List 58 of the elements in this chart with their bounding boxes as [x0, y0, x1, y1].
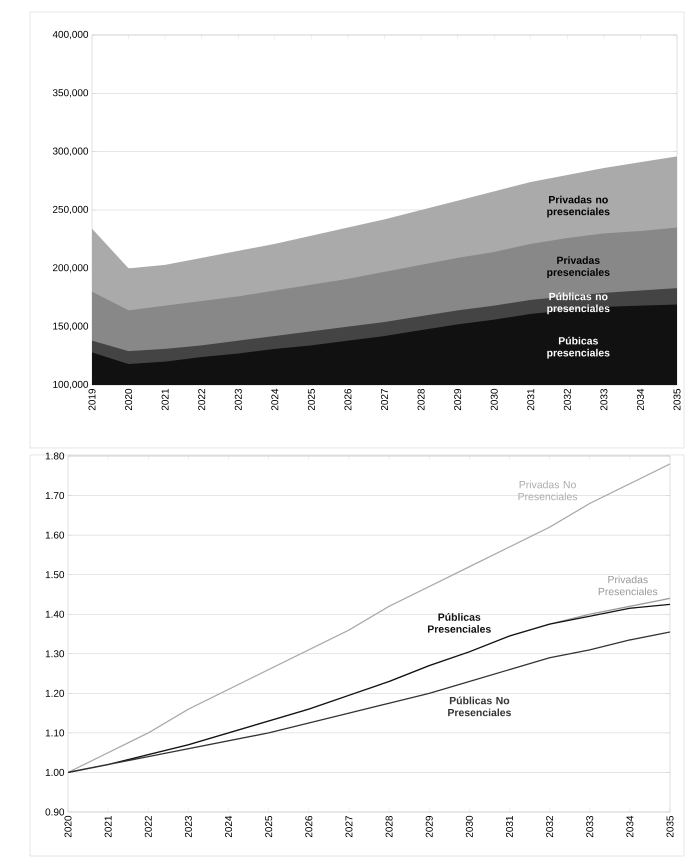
x-tick-label: 2031: [527, 388, 534, 410]
x-tick-label: 2020: [64, 816, 72, 838]
y-tick-label: 400,000: [52, 30, 88, 40]
y-tick-label: 1.30: [46, 650, 64, 658]
y-tick-label: 350,000: [52, 89, 88, 98]
x-tick-label: 2026: [305, 816, 312, 838]
x-tick-label: 2034: [636, 388, 644, 410]
x-tick-label: 2035: [666, 816, 674, 838]
y-tick-label: 1.60: [46, 532, 64, 539]
y-tick-label: 100,000: [53, 380, 88, 390]
x-tick-label: 2028: [418, 388, 425, 410]
x-tick-label: 2027: [380, 389, 388, 410]
x-tick-label: 2024: [225, 816, 232, 838]
y-tick-label: 1.80: [46, 452, 64, 460]
series-label: Privadas no presenciales: [547, 196, 610, 218]
series-label: Privadas Presenciales: [598, 576, 658, 596]
x-tick-label: 2019: [88, 388, 96, 410]
y-tick-label: 200,000: [52, 264, 88, 272]
series-label: Privadas presenciales: [547, 256, 610, 278]
x-tick-label: 2020: [125, 388, 132, 410]
x-tick-label: 2021: [104, 816, 112, 838]
series-label: Públicas no presenciales: [547, 292, 610, 314]
x-tick-label: 2028: [386, 816, 393, 838]
y-tick-label: 300,000: [52, 148, 88, 156]
x-tick-label: 2027: [345, 816, 352, 838]
x-tick-label: 2029: [426, 816, 433, 838]
series-label: Públicas No Presenciales: [448, 696, 511, 716]
x-tick-label: 2035: [673, 388, 681, 410]
y-tick-label: 1.20: [46, 690, 64, 697]
series-label: Privadas No Presenciales: [518, 480, 578, 500]
series-label: Públicas Presenciales: [428, 613, 491, 633]
x-tick-label: 2032: [546, 816, 554, 838]
x-tick-label: 2033: [586, 816, 594, 838]
x-tick-label: 2025: [265, 816, 272, 838]
x-tick-label: 2024: [271, 388, 278, 410]
y-tick-label: 1.70: [46, 492, 64, 500]
x-tick-label: 2022: [144, 816, 152, 838]
series-label: Púbicas presenciales: [547, 336, 610, 359]
x-tick-label: 2031: [506, 816, 513, 838]
x-tick-label: 2023: [234, 388, 242, 410]
x-tick-label: 2033: [600, 388, 608, 410]
x-tick-label: 2030: [466, 816, 473, 838]
x-tick-label: 2032: [564, 389, 571, 410]
y-tick-label: 250,000: [52, 206, 88, 214]
x-tick-label: 2022: [198, 389, 206, 410]
x-tick-label: 2023: [184, 816, 192, 838]
x-tick-label: 2030: [490, 388, 498, 410]
y-tick-label: 1.10: [46, 729, 64, 736]
x-tick-label: 2026: [344, 388, 352, 410]
x-tick-label: 2034: [626, 816, 634, 838]
y-tick-label: 1.50: [46, 571, 64, 578]
y-tick-label: 1.40: [46, 610, 64, 618]
y-tick-label: 0.90: [45, 808, 64, 816]
y-tick-label: 1.00: [46, 768, 64, 776]
x-tick-label: 2021: [162, 388, 169, 410]
x-tick-label: 2025: [308, 388, 315, 410]
x-tick-label: 2029: [454, 388, 462, 410]
y-tick-label: 150,000: [53, 322, 88, 331]
